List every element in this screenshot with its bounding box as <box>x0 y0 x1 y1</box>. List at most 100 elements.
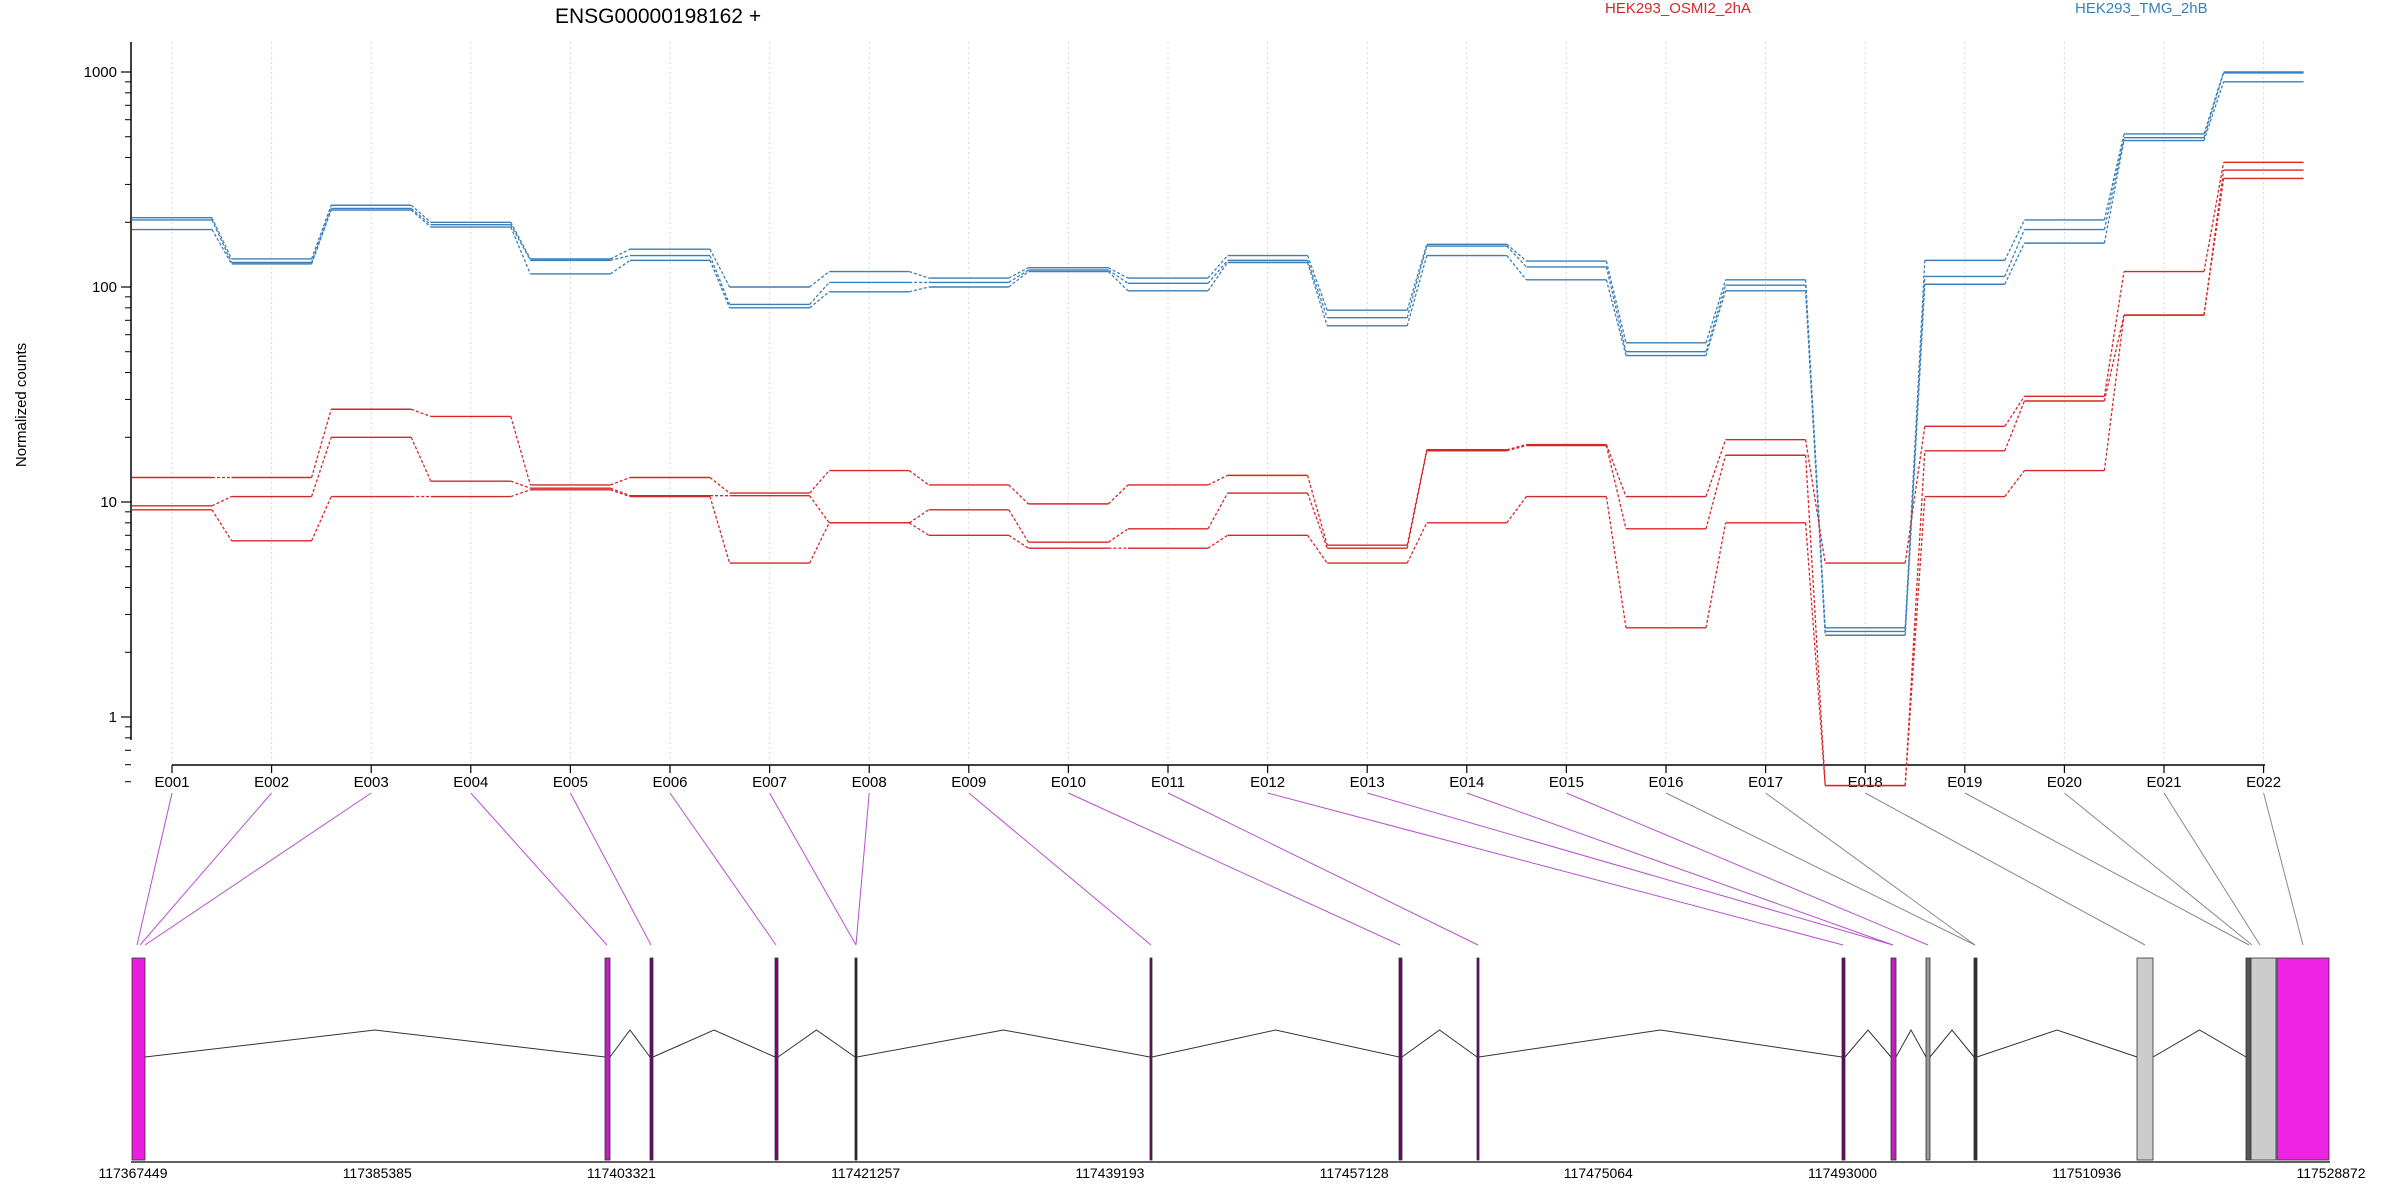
transition-segment <box>2103 133 2125 221</box>
transition-segment <box>1506 496 1527 524</box>
x-tick-label: E004 <box>453 774 488 791</box>
genomic-tick-label: 117421257 <box>831 1165 900 1181</box>
transition-segment <box>1506 255 1527 281</box>
transition-segment <box>1306 475 1328 546</box>
transition-segment <box>610 259 631 275</box>
x-tick-label: E008 <box>852 774 887 791</box>
x-tick-label: E021 <box>2146 774 2181 791</box>
transition-segment <box>2004 400 2026 452</box>
x-tick-label: E003 <box>354 774 389 791</box>
transition-segment <box>1406 245 1428 318</box>
transition-segment <box>1605 279 1627 356</box>
transition-segment <box>809 495 830 524</box>
transition-segment <box>2004 242 2025 285</box>
x-tick-label: E013 <box>1350 774 1385 791</box>
transition-segment <box>1406 450 1428 549</box>
intron-line <box>1929 1029 1975 1058</box>
transition-segment <box>1306 260 1328 318</box>
transition-segment <box>1207 534 1228 549</box>
transition-segment <box>1506 444 1527 452</box>
genomic-tick-label: 117475064 <box>1564 1165 1633 1181</box>
intron-line <box>1151 1029 1400 1058</box>
exon-box <box>2136 957 2154 1161</box>
transition-segment <box>2103 314 2125 402</box>
transition-segment <box>1904 496 1926 786</box>
exon-box <box>1398 957 1403 1161</box>
transition-segment <box>2203 81 2225 141</box>
transition-segment <box>1306 262 1328 326</box>
transition-segment <box>610 476 631 486</box>
transition-segment <box>510 224 531 261</box>
transition-segment <box>211 229 233 265</box>
legend-label-osmi2: HEK293_OSMI2_2hA <box>1605 0 1751 17</box>
transition-segment <box>709 255 731 305</box>
x-tick-label: E016 <box>1648 774 1683 791</box>
y-tick-label: 1000 <box>84 64 117 81</box>
transition-segment <box>1207 492 1229 530</box>
intron-line <box>609 1029 651 1058</box>
transition-segment <box>2203 71 2225 135</box>
transition-segment <box>1705 279 1727 344</box>
x-tick-label: E017 <box>1748 774 1783 791</box>
axes <box>130 42 2265 766</box>
transition-segment <box>1804 290 1826 636</box>
exon-box <box>1890 957 1897 1161</box>
exon-box <box>774 957 779 1161</box>
transition-segment <box>1406 255 1428 326</box>
transition-segment <box>909 286 929 293</box>
transition-segment <box>410 204 432 223</box>
series-line <box>132 161 2304 564</box>
transition-segment <box>1804 455 1826 786</box>
series-line <box>132 177 2304 787</box>
x-tick-label: E006 <box>652 774 687 791</box>
exon-connector <box>2163 792 2261 946</box>
genomic-tick-label: 117367449 <box>98 1165 167 1181</box>
transition-segment <box>2004 470 2025 497</box>
transition-segment <box>410 209 432 228</box>
series-line <box>132 72 2304 633</box>
transition-segment <box>510 489 531 498</box>
transition-segment <box>2004 396 2025 427</box>
transition-segment <box>1107 484 1129 505</box>
x-tick-label: E009 <box>951 774 986 791</box>
exon-connector <box>1367 792 1894 946</box>
transition-segment <box>709 248 731 288</box>
y-axis-label: Normalized counts <box>13 343 30 467</box>
transition-segment <box>1008 269 1029 283</box>
exon-box <box>604 957 611 1161</box>
transition-segment <box>1008 271 1029 288</box>
exon-box <box>1973 957 1978 1161</box>
exon-connector <box>1466 792 1894 946</box>
transition-segment <box>1207 259 1229 284</box>
exon-connector <box>1964 792 2250 946</box>
transition-segment <box>1207 262 1229 292</box>
transition-segment <box>2203 162 2225 272</box>
transition-segment <box>610 254 631 262</box>
transition-segment <box>1605 496 1627 628</box>
genomic-tick-label: 117385385 <box>343 1165 412 1181</box>
exon-connector <box>1267 792 1844 946</box>
genomic-coordinate-ticks: 117367449 117385385 117403321 117421257 1174… <box>98 1165 2365 1181</box>
genomic-tick-label: 117403321 <box>587 1165 656 1181</box>
x-tick-label: E014 <box>1449 774 1484 791</box>
transition-segment <box>709 260 731 309</box>
transition-segment <box>1307 534 1328 564</box>
transition-segment <box>1804 439 1826 564</box>
transition-segment <box>1605 266 1627 352</box>
x-tick-label: E010 <box>1051 774 1086 791</box>
transition-segment <box>2103 315 2125 471</box>
chart-title: ENSG00000198162 + <box>555 5 761 28</box>
series-line <box>132 81 2304 636</box>
transition-segment <box>1108 267 1129 279</box>
transition-segment <box>1207 474 1228 486</box>
transition-segment <box>410 207 432 226</box>
transition-segment <box>211 495 232 507</box>
exon-connector <box>1068 792 1401 946</box>
transition-segment <box>1605 444 1627 497</box>
transition-segment <box>908 470 930 486</box>
legend-label-tmg: HEK293_TMG_2hB <box>2075 0 2208 17</box>
exon-box <box>1841 957 1846 1161</box>
x-ticks: E001 E002 E003 E004 E005 E006 E007 E008 E009 E010… <box>154 765 2281 791</box>
transition-segment <box>1904 426 1926 564</box>
transition-segment <box>610 248 631 260</box>
